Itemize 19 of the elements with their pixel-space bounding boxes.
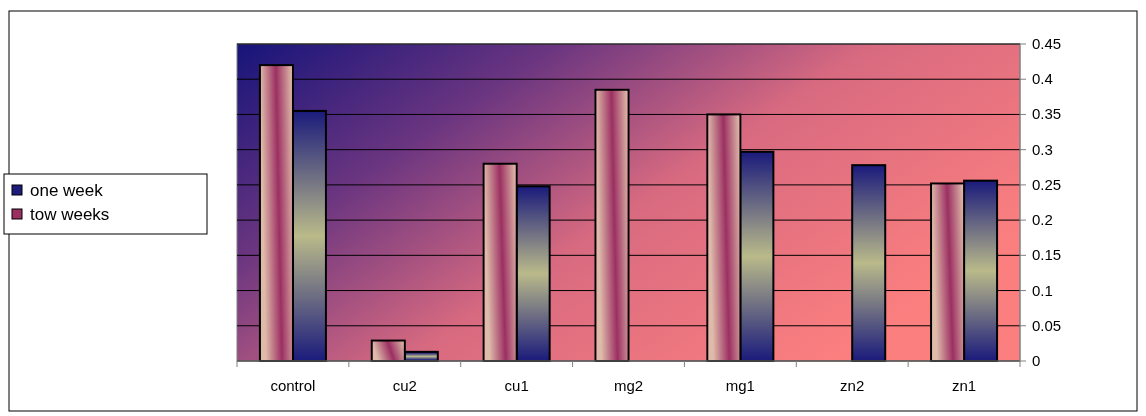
y-tick-label: 0.05	[1032, 316, 1062, 334]
x-tick-label: mg1	[725, 377, 755, 394]
x-tick-label: zn2	[840, 377, 865, 394]
x-tick-label: mg2	[613, 377, 644, 394]
x-tick-label: zn1	[951, 377, 977, 394]
y-tick-label: 0.35	[1032, 105, 1062, 123]
x-tick-label: cu1	[504, 377, 529, 394]
y-tick-label: 0	[1032, 352, 1041, 369]
x-tick-label: cu2	[392, 377, 417, 394]
legend-label: tow weeks	[30, 205, 110, 224]
y-tick-label: 0.25	[1032, 175, 1062, 193]
y-tick-label: 0.2	[1032, 211, 1053, 229]
y-tick-label: 0.15	[1032, 246, 1062, 264]
y-tick-label: 0.3	[1032, 140, 1053, 158]
y-tick-label: 0.4	[1032, 70, 1053, 88]
y-tick-label: 0.1	[1032, 281, 1053, 299]
legend-label: one week	[30, 181, 104, 200]
x-tick-label: control	[270, 377, 316, 394]
y-tick-label: 0.45	[1032, 35, 1062, 52]
